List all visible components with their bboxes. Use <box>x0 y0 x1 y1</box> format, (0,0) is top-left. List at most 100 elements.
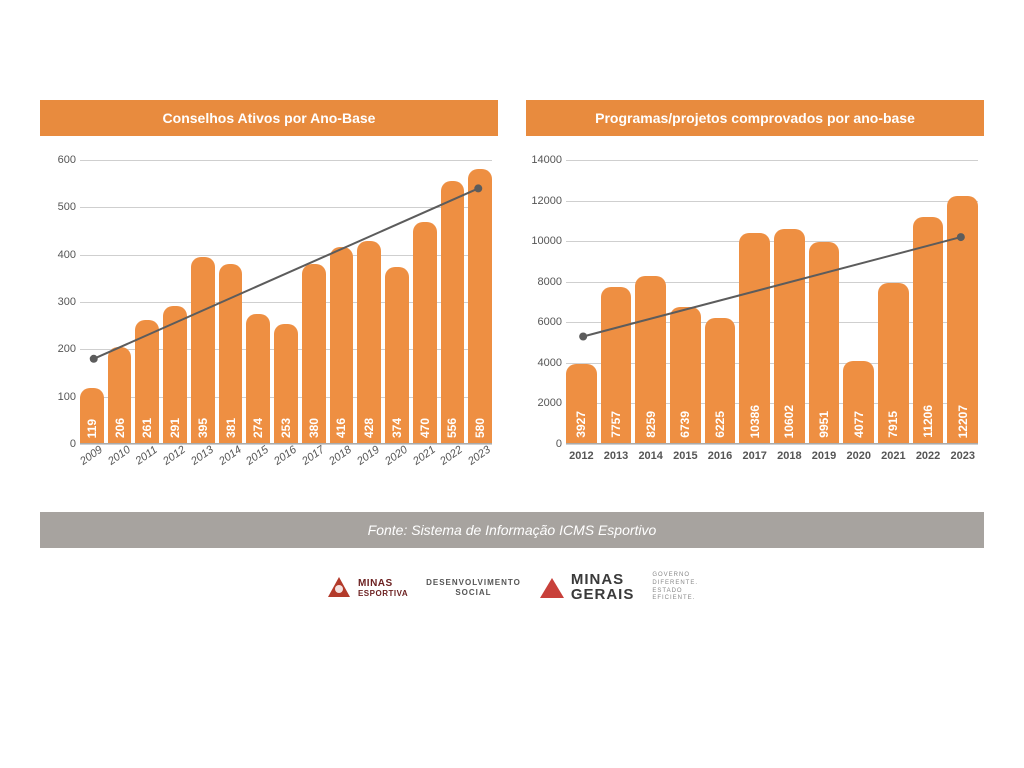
x-tick: 2013 <box>601 446 632 484</box>
bar: 3927 <box>566 364 597 444</box>
bar-value-label: 380 <box>307 418 321 444</box>
bar: 7915 <box>878 283 909 444</box>
bar: 11206 <box>913 217 944 444</box>
y-tick: 2000 <box>526 397 562 409</box>
bar-value-label: 6225 <box>713 411 727 444</box>
bar: 4077 <box>843 361 874 444</box>
bar: 374 <box>385 267 409 444</box>
bar-value-label: 3927 <box>574 411 588 444</box>
bar: 416 <box>330 247 354 444</box>
bar-value-label: 261 <box>140 418 154 444</box>
bar-value-label: 6739 <box>678 411 692 444</box>
x-tick: 2013 <box>191 446 215 484</box>
chart-left-panel: Conselhos Ativos por Ano-Base 1192062612… <box>40 100 498 484</box>
minas-gerais-text: MINAS GERAIS <box>571 573 635 602</box>
x-tick: 2020 <box>385 446 409 484</box>
chart-left-body: 119 206 261 291 395 381 274 253 380 416 428 374 470 5… <box>40 154 498 484</box>
y-tick: 400 <box>40 249 76 261</box>
y-tick: 14000 <box>526 154 562 166</box>
bar-value-label: 374 <box>390 418 404 444</box>
bar-value-label: 119 <box>85 419 99 444</box>
bar: 261 <box>135 320 159 444</box>
bar-value-label: 12207 <box>956 405 970 444</box>
bar: 395 <box>191 257 215 444</box>
bar-value-label: 253 <box>279 418 293 444</box>
logos-row: MINAS ESPORTIVA DESENVOLVIMENTO SOCIAL M… <box>40 572 984 603</box>
logo-minas-gerais: MINAS GERAIS <box>539 573 635 602</box>
x-tick: 2012 <box>566 446 597 484</box>
x-tick: 2014 <box>219 446 243 484</box>
x-tick: 2021 <box>878 446 909 484</box>
y-tick: 600 <box>40 154 76 166</box>
bar: 9951 <box>809 242 840 444</box>
y-tick: 8000 <box>526 276 562 288</box>
bar-value-label: 556 <box>445 418 459 444</box>
y-tick: 6000 <box>526 316 562 328</box>
bar: 7757 <box>601 287 632 444</box>
bar-value-label: 7757 <box>609 411 623 444</box>
bar: 291 <box>163 306 187 444</box>
bar: 381 <box>219 264 243 444</box>
x-tick: 2017 <box>739 446 770 484</box>
bar-value-label: 9951 <box>817 411 831 444</box>
bar: 206 <box>108 347 132 445</box>
x-tick: 2017 <box>302 446 326 484</box>
minas-esportiva-text: MINAS ESPORTIVA <box>358 578 408 598</box>
x-tick: 2022 <box>913 446 944 484</box>
minas-gerais-icon <box>539 576 565 600</box>
y-tick: 300 <box>40 296 76 308</box>
x-tick: 2011 <box>135 446 159 484</box>
bar-value-label: 7915 <box>886 411 900 444</box>
x-tick: 2020 <box>843 446 874 484</box>
bar: 274 <box>246 314 270 444</box>
bar-value-label: 395 <box>196 418 210 444</box>
chart-right-body: 3927 7757 8259 6739 6225 10386 10602 9951 4077 79… <box>526 154 984 484</box>
bar-value-label: 580 <box>473 418 487 444</box>
x-tick: 2019 <box>809 446 840 484</box>
x-tick: 2009 <box>80 446 104 484</box>
bar-value-label: 10386 <box>748 405 762 444</box>
bar-value-label: 206 <box>113 418 127 444</box>
x-tick: 2023 <box>947 446 978 484</box>
bar-value-label: 274 <box>251 418 265 444</box>
bar-value-label: 416 <box>334 418 348 444</box>
logo-desenvolvimento-social: DESENVOLVIMENTO SOCIAL <box>426 578 521 597</box>
x-tick: 2015 <box>246 446 270 484</box>
x-tick: 2023 <box>468 446 492 484</box>
bar: 6739 <box>670 307 701 444</box>
infographic-stage: Conselhos Ativos por Ano-Base 1192062612… <box>40 100 984 603</box>
x-tick: 2018 <box>774 446 805 484</box>
bar-value-label: 11206 <box>921 405 935 444</box>
x-tick: 2022 <box>441 446 465 484</box>
minas-esportiva-icon <box>326 575 352 601</box>
y-tick: 10000 <box>526 235 562 247</box>
x-tick: 2014 <box>635 446 666 484</box>
bar: 8259 <box>635 276 666 444</box>
bar: 119 <box>80 388 104 444</box>
x-tick: 2021 <box>413 446 437 484</box>
y-tick: 200 <box>40 343 76 355</box>
y-tick: 0 <box>40 438 76 450</box>
bar: 470 <box>413 222 437 444</box>
bar-value-label: 291 <box>168 418 182 444</box>
y-tick: 4000 <box>526 357 562 369</box>
bar-value-label: 8259 <box>644 411 658 444</box>
y-tick: 100 <box>40 391 76 403</box>
bar: 6225 <box>705 318 736 444</box>
gridline <box>566 444 978 445</box>
y-tick: 500 <box>40 201 76 213</box>
y-tick: 12000 <box>526 195 562 207</box>
bar: 12207 <box>947 196 978 444</box>
bar: 10602 <box>774 229 805 444</box>
x-tick: 2010 <box>108 446 132 484</box>
charts-row: Conselhos Ativos por Ano-Base 1192062612… <box>40 100 984 484</box>
bar-value-label: 470 <box>418 418 432 444</box>
bar: 428 <box>357 241 381 444</box>
bar: 580 <box>468 169 492 444</box>
x-tick: 2016 <box>274 446 298 484</box>
bar: 10386 <box>739 233 770 444</box>
chart-right-title: Programas/projetos comprovados por ano-b… <box>526 100 984 136</box>
logo-minas-esportiva: MINAS ESPORTIVA <box>326 575 408 601</box>
gov-slogan: GOVERNO DIFERENTE. ESTADO EFICIENTE. <box>652 572 698 603</box>
x-tick: 2018 <box>330 446 354 484</box>
